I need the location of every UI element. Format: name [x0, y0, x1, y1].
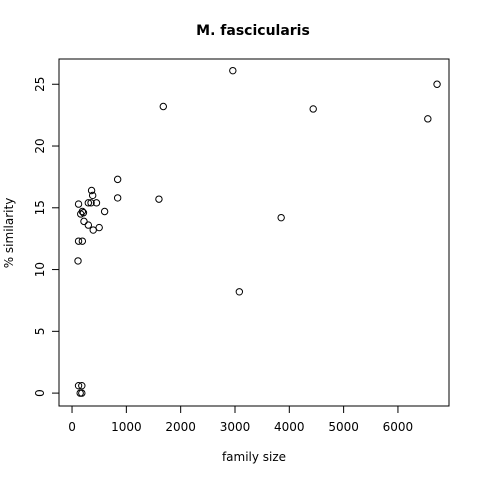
data-point [229, 66, 237, 75]
data-point [78, 207, 87, 216]
data-point [235, 288, 244, 296]
y-tick-label: 25 [33, 77, 47, 92]
data-point [74, 237, 83, 245]
x-tick-label: 1000 [111, 420, 142, 434]
x-tick-label: 6000 [383, 420, 414, 434]
data-points [74, 66, 441, 397]
y-tick-label: 5 [33, 328, 47, 336]
data-point [155, 195, 163, 203]
x-tick-label: 0 [68, 420, 76, 434]
x-tick-label: 2000 [165, 420, 196, 434]
data-point [84, 199, 93, 207]
data-point [92, 199, 101, 207]
y-tick-label: 15 [33, 200, 47, 215]
data-point [74, 381, 83, 390]
data-point [88, 191, 97, 200]
data-point [84, 221, 93, 229]
data-point [87, 186, 96, 195]
data-point [424, 115, 432, 123]
data-point [433, 80, 441, 88]
x-tick-label: 5000 [328, 420, 359, 434]
y-tick-label: 20 [33, 138, 47, 153]
data-point [78, 237, 87, 245]
data-point [89, 226, 97, 234]
y-axis-label: % similarity [2, 198, 16, 269]
y-tick-label: 0 [33, 389, 47, 397]
y-tick-label: 10 [33, 262, 47, 277]
data-point [309, 105, 317, 113]
data-point [79, 209, 88, 217]
x-tick-label: 4000 [274, 420, 305, 434]
data-point [74, 257, 82, 265]
data-point [159, 102, 167, 111]
data-point [74, 200, 83, 208]
data-point [78, 381, 86, 390]
data-point [100, 207, 109, 216]
x-tick-label: 3000 [220, 420, 251, 434]
data-point [113, 175, 122, 184]
y-axis: 0 5 10 15 20 25 [33, 77, 60, 397]
data-point [113, 194, 122, 202]
plot-frame [58, 58, 450, 407]
data-point [87, 199, 95, 207]
x-axis: 0 1000 2000 3000 4000 5000 6000 [68, 405, 414, 434]
data-point [277, 213, 285, 222]
data-point [78, 389, 86, 397]
data-point [95, 223, 103, 232]
data-point [80, 217, 88, 226]
x-axis-label: family size [222, 450, 286, 464]
chart-title: M. fascicularis [196, 23, 310, 39]
